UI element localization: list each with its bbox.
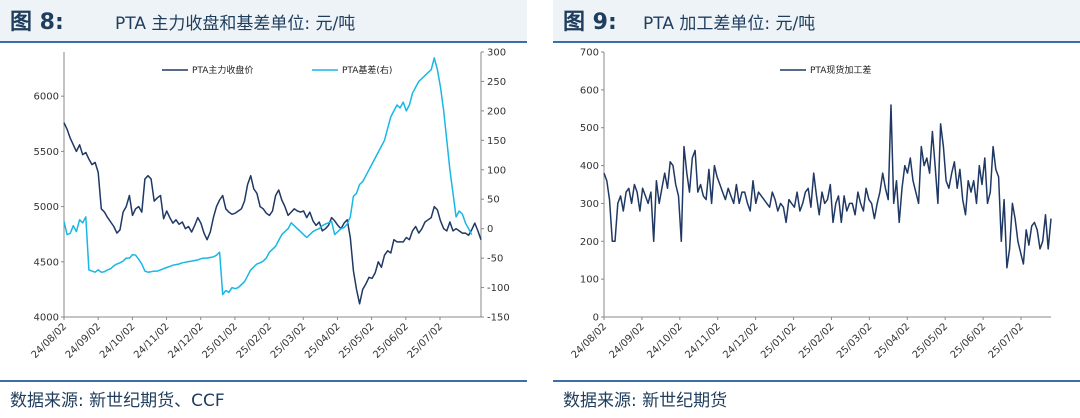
y-right-tick-label: -100 [487, 283, 510, 294]
y-right-tick-label: 100 [487, 165, 506, 176]
x-tick-label: 25/06/02 [949, 321, 989, 361]
x-tick-label: 25/03/02 [269, 321, 309, 361]
y-right-tick-label: 50 [487, 195, 500, 206]
x-tick-label: 25/04/02 [303, 321, 343, 361]
y-right-tick-label: 200 [487, 106, 506, 117]
left-chart-panel: 图 8: PTA 主力收盘和基差单位: 元/吨 4000 4500 5000 5500… [0, 0, 527, 418]
y-tick-label: 600 [580, 85, 599, 96]
x-tick-label: 25/07/02 [406, 321, 446, 361]
series-line-2 [63, 57, 473, 296]
y-tick-label: 0 [593, 313, 599, 324]
right-top-divider [553, 41, 1080, 43]
right-line-chart: 010020030040050060070024/08/0224/09/0224… [570, 48, 1052, 361]
x-tick-label: 24/11/02 [132, 321, 172, 361]
series-line-1 [63, 122, 482, 305]
x-tick-label: 24/10/02 [645, 321, 685, 361]
y-tick-label: 5500 [34, 147, 59, 158]
legend-label: PTA现货加工差 [810, 64, 871, 76]
left-bottom-divider [0, 380, 527, 382]
x-tick-label: 25/01/02 [200, 321, 240, 361]
y-tick-label: 5000 [34, 202, 59, 213]
x-tick-label: 25/05/02 [911, 321, 951, 361]
x-tick-label: 25/02/02 [235, 321, 275, 361]
x-tick-label: 25/02/02 [797, 321, 837, 361]
x-tick-label: 25/03/02 [835, 321, 875, 361]
y-right-tick-label: 250 [487, 77, 506, 88]
right-chart-panel: 图 9: PTA 加工差单位: 元/吨 0 100 200 300 400 500 600 7… [553, 0, 1080, 418]
left-line-chart: 4000 4500 5000 5500 6000 -150 -100 -50 0 50 100 150… [30, 48, 510, 361]
y-right-tick-label: 150 [487, 136, 506, 147]
x-tick-label: 25/07/02 [987, 321, 1027, 361]
left-top-divider [0, 41, 527, 43]
x-tick-label: 24/08/02 [570, 321, 610, 361]
x-tick-label: 24/12/02 [721, 321, 761, 361]
legend-label: PTA基差(右) [342, 64, 392, 76]
x-tick-label: 25/04/02 [873, 321, 913, 361]
series-line-1 [603, 104, 1052, 269]
y-right-tick-label: -150 [487, 313, 510, 324]
x-tick-label: 24/10/02 [98, 321, 138, 361]
left-title-bar: 图 8: PTA 主力收盘和基差单位: 元/吨 [0, 0, 527, 41]
left-figure-label: 图 8: [10, 10, 64, 35]
left-chart-title: PTA 主力收盘和基差单位: 元/吨 [115, 14, 356, 34]
y-tick-label: 100 [580, 275, 599, 286]
y-tick-label: 200 [580, 237, 599, 248]
y-tick-label: 4000 [34, 313, 59, 324]
right-chart-title: PTA 加工差单位: 元/吨 [643, 14, 816, 34]
y-tick-label: 500 [580, 123, 599, 134]
x-tick-label: 24/11/02 [683, 321, 723, 361]
left-source-note: 数据来源: 新世纪期货、CCF [10, 391, 225, 411]
x-tick-label: 24/09/02 [607, 321, 647, 361]
right-bottom-divider [553, 380, 1080, 382]
x-tick-label: 24/09/02 [64, 321, 104, 361]
y-right-tick-label: 0 [487, 224, 493, 235]
right-title-bar: 图 9: PTA 加工差单位: 元/吨 [553, 0, 1080, 41]
y-tick-label: 400 [580, 161, 599, 172]
y-tick-label: 300 [580, 199, 599, 210]
y-right-tick-label: 300 [487, 48, 506, 59]
y-tick-label: 700 [580, 48, 599, 59]
y-tick-label: 4500 [34, 257, 59, 268]
x-tick-label: 25/01/02 [759, 321, 799, 361]
y-right-tick-label: -50 [487, 254, 503, 265]
legend-label: PTA主力收盘价 [192, 64, 253, 76]
right-source-note: 数据来源: 新世纪期货 [563, 391, 728, 411]
x-tick-label: 24/08/02 [30, 321, 70, 361]
x-tick-label: 25/05/02 [337, 321, 377, 361]
x-tick-label: 24/12/02 [166, 321, 206, 361]
x-tick-label: 25/06/02 [371, 321, 411, 361]
y-tick-label: 6000 [34, 92, 59, 103]
right-figure-label: 图 9: [563, 10, 617, 35]
